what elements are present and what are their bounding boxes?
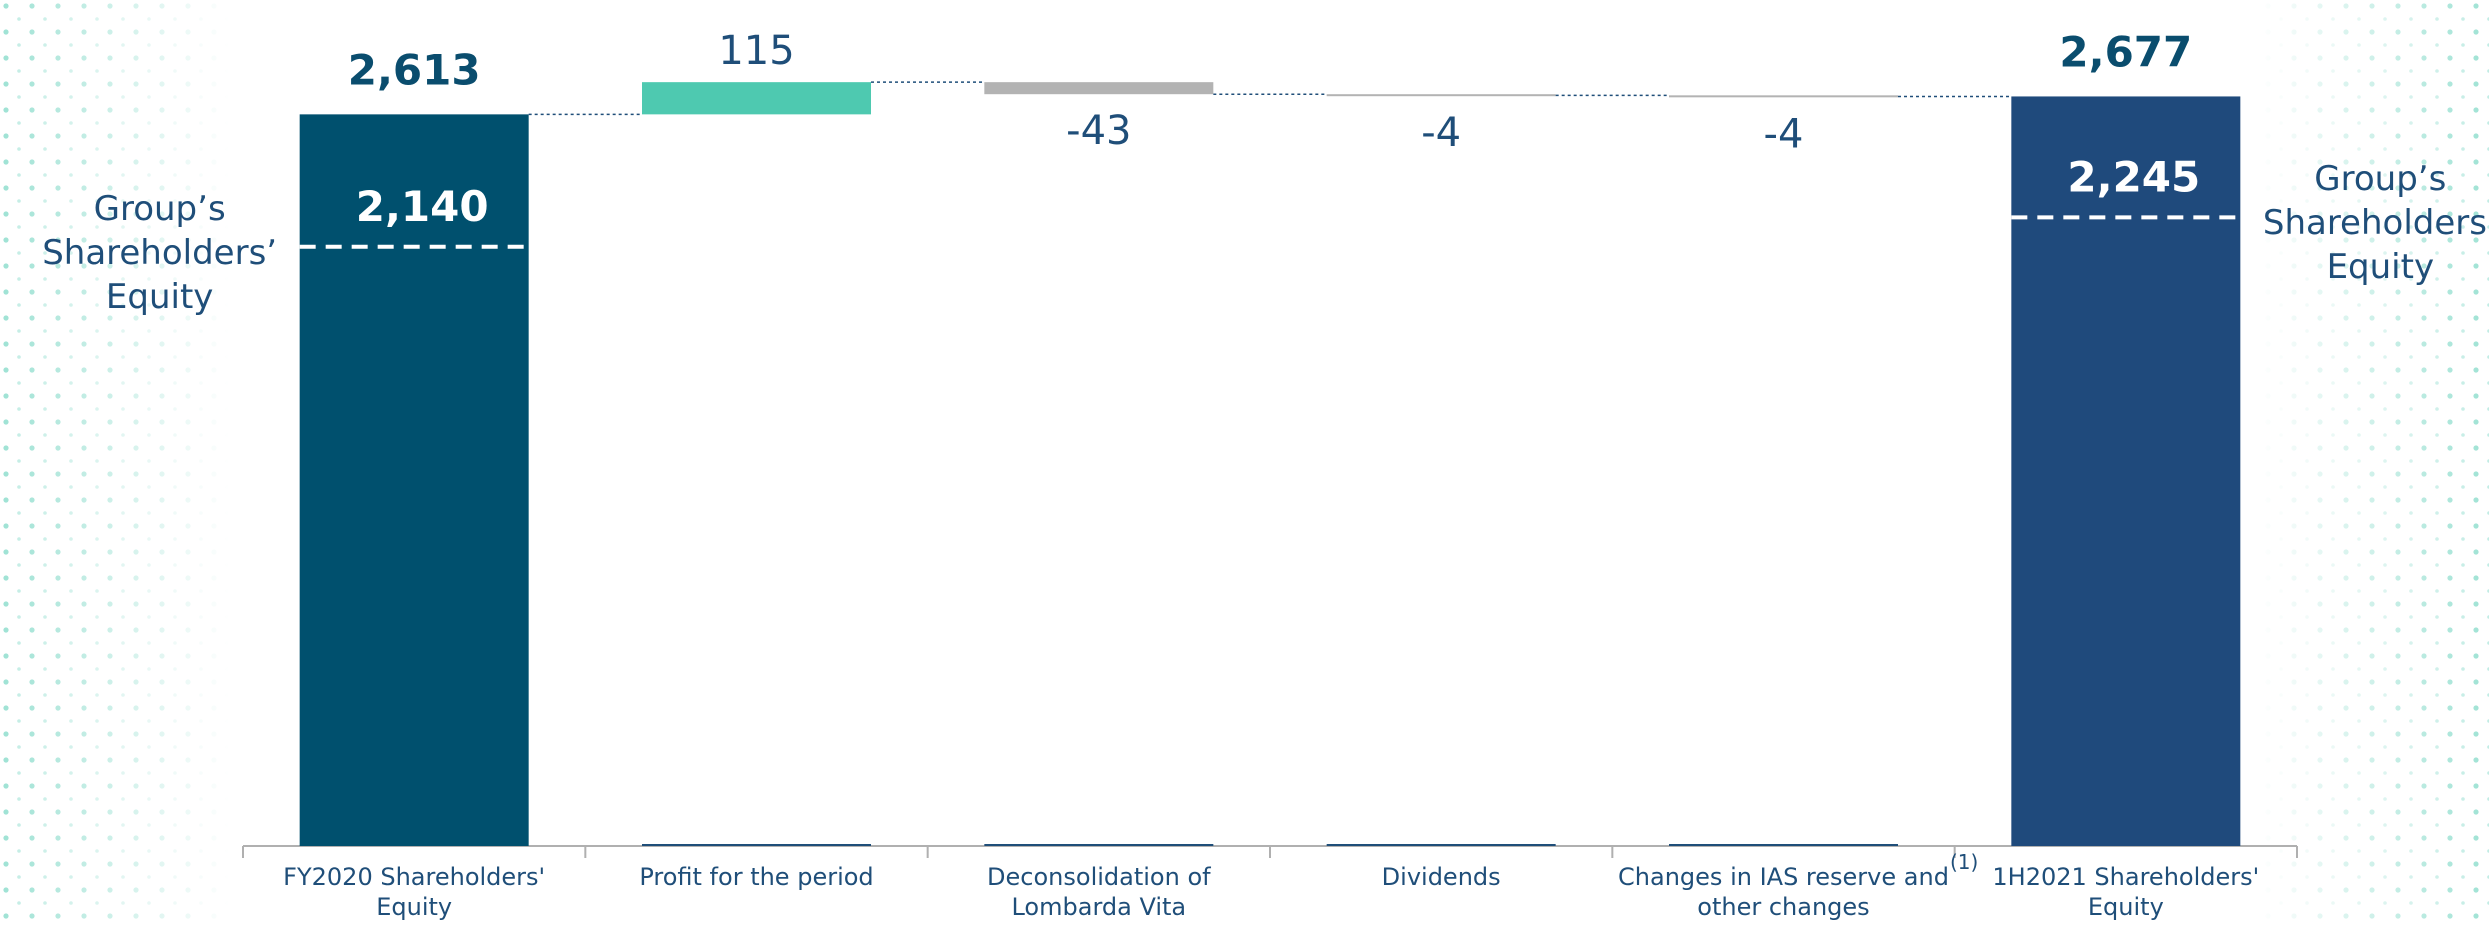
value-label: 115 <box>718 28 794 74</box>
equity-caption: Group’s Shareholders’ Equity <box>30 187 290 319</box>
equity-label: 2,140 <box>356 182 489 231</box>
value-label: 2,613 <box>348 45 481 94</box>
value-label: -4 <box>1421 110 1461 156</box>
value-label: -4 <box>1764 111 1804 157</box>
x-tick-label: Profit for the period <box>585 862 927 892</box>
page: {"chart_data": {"type": "waterfall", "ca… <box>0 0 2489 926</box>
decor-fade <box>2259 0 2489 926</box>
x-tick-label: Deconsolidation of Lombarda Vita <box>928 862 1270 922</box>
chart: 2,613 2,140 115 -43 -4 -4 2,677 2,245 <box>0 0 2489 926</box>
footnote-marker: (1) <box>1950 850 1978 874</box>
bar <box>1669 95 1898 97</box>
value-label: -43 <box>1066 108 1131 154</box>
bar <box>1327 94 1556 96</box>
equity-label: 2,245 <box>2067 152 2200 201</box>
x-tick-label: FY2020 Shareholders' Equity <box>243 862 585 922</box>
value-label: 2,677 <box>2059 27 2192 76</box>
decor-fade <box>0 0 230 926</box>
x-tick-label: Dividends <box>1270 862 1612 892</box>
x-tick-label: 1H2021 Shareholders' Equity <box>1955 862 2297 922</box>
equity-caption: Group’s Shareholders’ Equity <box>2250 157 2489 289</box>
bar <box>984 82 1213 94</box>
bar <box>2011 96 2240 846</box>
bar <box>642 82 871 114</box>
x-tick-label: Changes in IAS reserve and other changes <box>1612 862 1954 922</box>
